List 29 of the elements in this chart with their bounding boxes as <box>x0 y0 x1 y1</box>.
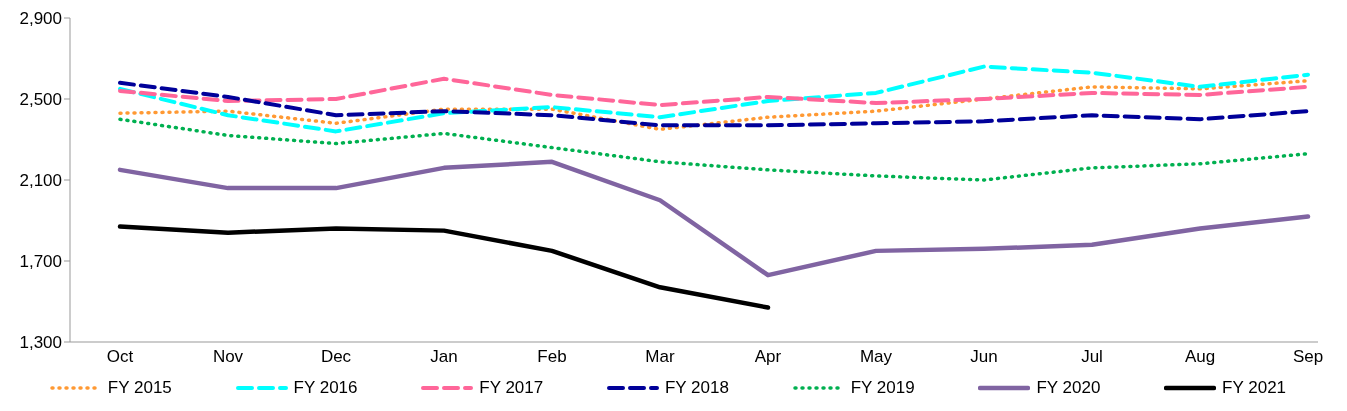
x-tick-label: May <box>859 347 893 367</box>
line-series <box>117 159 1311 278</box>
x-tick-label: Jun <box>970 347 998 367</box>
x-tick-label: Jul <box>1081 347 1103 367</box>
y-tick-label: 2,900 <box>19 9 62 29</box>
y-tick-label: 1,700 <box>19 252 62 272</box>
legend-label: FY 2015 <box>107 378 172 398</box>
x-tick-label: Nov <box>212 347 244 367</box>
legend-label: FY 2016 <box>293 378 358 398</box>
legend-label: FY 2018 <box>664 378 729 398</box>
y-tick-label: 2,500 <box>19 90 62 110</box>
legend-label: FY 2021 <box>1222 378 1287 398</box>
x-tick-label: Feb <box>537 347 567 367</box>
x-tick-label: Sep <box>1292 347 1324 367</box>
line-series <box>117 224 771 310</box>
x-tick-label: Oct <box>106 347 134 367</box>
x-tick-label: Mar <box>645 347 675 367</box>
legend-label: FY 2019 <box>850 378 915 398</box>
legend-label: FY 2017 <box>479 378 544 398</box>
legend-label: FY 2020 <box>1036 378 1101 398</box>
x-tick-label: Jan <box>430 347 458 367</box>
line-series <box>118 76 1310 108</box>
line-series <box>118 64 1310 134</box>
x-tick-label: Dec <box>320 347 352 367</box>
line-series <box>118 117 1310 182</box>
x-tick-label: Aug <box>1184 347 1216 367</box>
y-tick-label: 1,300 <box>19 333 62 353</box>
x-tick-label: Apr <box>754 347 782 367</box>
y-tick-label: 2,100 <box>19 171 62 191</box>
